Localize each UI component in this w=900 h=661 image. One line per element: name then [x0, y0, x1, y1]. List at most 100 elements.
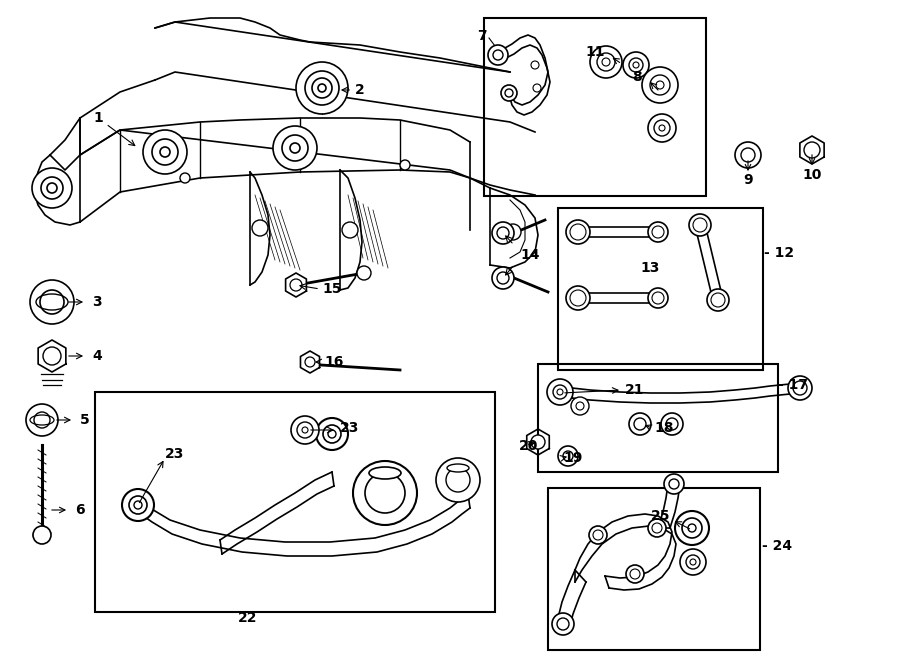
Bar	[558, 208, 763, 370]
Circle shape	[122, 489, 154, 521]
Circle shape	[688, 524, 696, 532]
Circle shape	[648, 519, 666, 537]
Circle shape	[446, 468, 470, 492]
Circle shape	[305, 71, 339, 105]
Circle shape	[558, 446, 578, 466]
Circle shape	[365, 473, 405, 513]
Circle shape	[652, 226, 664, 238]
Circle shape	[493, 50, 503, 60]
Text: 18: 18	[654, 421, 673, 435]
Circle shape	[664, 474, 684, 494]
Circle shape	[557, 618, 569, 630]
Circle shape	[273, 126, 317, 170]
Circle shape	[570, 290, 586, 306]
Circle shape	[291, 416, 319, 444]
Circle shape	[328, 430, 336, 438]
Text: 4: 4	[92, 349, 102, 363]
Circle shape	[652, 292, 664, 304]
Circle shape	[357, 266, 371, 280]
Circle shape	[626, 565, 644, 583]
Circle shape	[652, 523, 662, 533]
Circle shape	[648, 222, 668, 242]
Circle shape	[26, 404, 58, 436]
Circle shape	[630, 569, 640, 579]
Circle shape	[689, 214, 711, 236]
Circle shape	[566, 286, 590, 310]
Circle shape	[693, 218, 707, 232]
Circle shape	[623, 52, 649, 78]
Circle shape	[629, 58, 643, 72]
Circle shape	[40, 290, 64, 314]
Circle shape	[180, 173, 190, 183]
Circle shape	[589, 526, 607, 544]
Circle shape	[648, 288, 668, 308]
Bar	[548, 488, 760, 650]
Circle shape	[497, 272, 509, 284]
Text: 1: 1	[94, 111, 135, 145]
Circle shape	[531, 435, 545, 449]
Circle shape	[788, 376, 812, 400]
Circle shape	[570, 224, 586, 240]
Circle shape	[400, 160, 410, 170]
Circle shape	[282, 135, 308, 161]
Circle shape	[533, 84, 541, 92]
Circle shape	[553, 385, 567, 399]
Text: 10: 10	[802, 168, 822, 182]
Circle shape	[312, 78, 332, 98]
Ellipse shape	[447, 464, 469, 472]
Circle shape	[669, 479, 679, 489]
Circle shape	[654, 120, 670, 136]
Text: 13: 13	[640, 261, 660, 275]
Circle shape	[563, 451, 573, 461]
Circle shape	[30, 280, 74, 324]
Circle shape	[43, 347, 61, 365]
Circle shape	[642, 67, 678, 103]
Circle shape	[436, 458, 480, 502]
Circle shape	[32, 168, 72, 208]
Text: 20: 20	[519, 439, 538, 453]
Circle shape	[492, 267, 514, 289]
Circle shape	[290, 279, 302, 291]
Circle shape	[152, 139, 178, 165]
Circle shape	[552, 613, 574, 635]
Circle shape	[160, 147, 170, 157]
Circle shape	[686, 555, 700, 569]
Circle shape	[666, 418, 678, 430]
Text: 21: 21	[625, 383, 644, 397]
Bar	[538, 364, 778, 472]
Circle shape	[650, 75, 670, 95]
Text: 14: 14	[520, 248, 539, 262]
Circle shape	[323, 425, 341, 443]
Circle shape	[33, 526, 51, 544]
Text: - 24: - 24	[762, 539, 792, 553]
Text: 22: 22	[238, 611, 257, 625]
Text: 2: 2	[342, 83, 364, 97]
Circle shape	[252, 220, 268, 236]
Circle shape	[34, 412, 50, 428]
Bar	[484, 18, 706, 196]
Circle shape	[735, 142, 761, 168]
Text: 23: 23	[340, 421, 359, 435]
Circle shape	[557, 389, 563, 395]
Circle shape	[675, 511, 709, 545]
Circle shape	[661, 413, 683, 435]
Circle shape	[318, 84, 326, 92]
Circle shape	[492, 222, 514, 244]
Text: 5: 5	[80, 413, 90, 427]
Circle shape	[690, 559, 696, 565]
Circle shape	[571, 397, 589, 415]
Text: 8: 8	[632, 70, 642, 84]
Text: 16: 16	[324, 355, 344, 369]
Circle shape	[129, 496, 147, 514]
Circle shape	[353, 461, 417, 525]
Circle shape	[342, 222, 358, 238]
Text: 15: 15	[322, 282, 341, 296]
Circle shape	[682, 518, 702, 538]
Circle shape	[305, 357, 315, 367]
Circle shape	[47, 183, 57, 193]
Circle shape	[531, 61, 539, 69]
Bar	[95, 392, 495, 612]
Text: 19: 19	[563, 451, 582, 465]
Circle shape	[602, 58, 610, 66]
Circle shape	[576, 402, 584, 410]
